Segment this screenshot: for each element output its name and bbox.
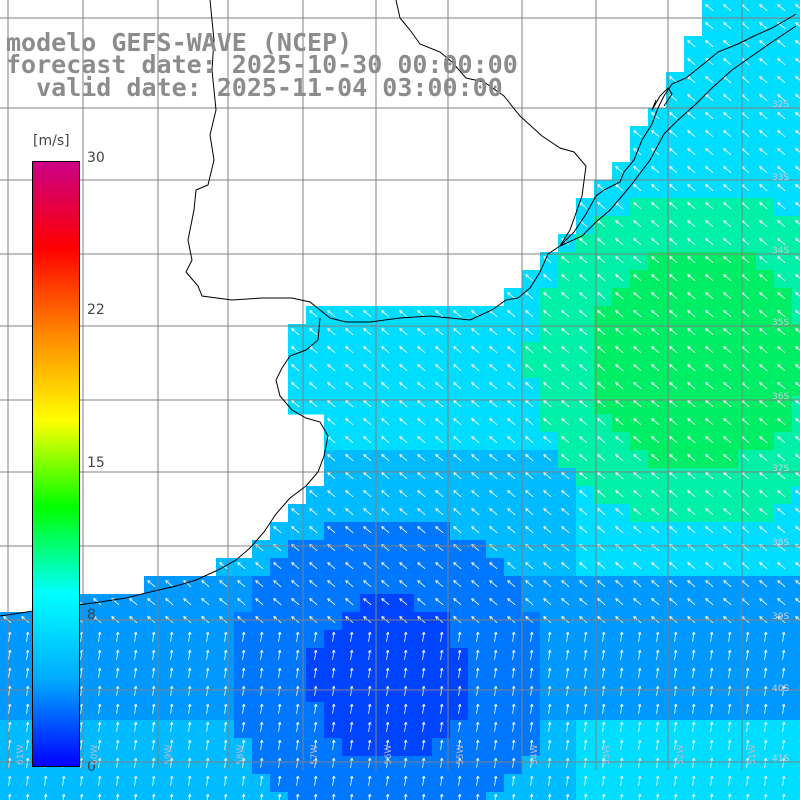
lon-label: 59W	[164, 744, 174, 765]
lat-label: 38S	[772, 538, 790, 548]
lat-lon-grid	[0, 0, 800, 770]
lon-label: 58W	[236, 744, 246, 765]
lat-label: 33S	[772, 173, 790, 183]
wind-arrows	[3, 4, 800, 800]
lat-label: 32S	[772, 100, 790, 110]
lat-label: 35S	[772, 318, 790, 328]
coastline	[185, 0, 797, 323]
colorbar	[32, 161, 80, 767]
lat-label: 40S	[772, 684, 790, 694]
colorbar-tick-22: 22	[87, 302, 105, 318]
lat-label: 36S	[772, 392, 790, 402]
lon-label: 60W	[90, 744, 100, 765]
lon-label: 51W	[748, 744, 758, 765]
lon-label: 56W	[384, 744, 394, 765]
lat-label: 41S	[772, 754, 790, 764]
forecast-date: forecast date: 2025-10-30 00:00:00	[6, 50, 518, 79]
valid-date: valid date: 2025-11-04 03:00:00	[6, 73, 503, 102]
colorbar-tick-15: 15	[87, 455, 105, 471]
lon-label: 55W	[456, 744, 466, 765]
lon-label: 54W	[530, 744, 540, 765]
border-line	[651, 87, 673, 111]
colorbar-tick-8: 8	[87, 607, 96, 623]
colorbar-tick-30: 30	[87, 150, 105, 166]
coastline-south	[0, 317, 329, 617]
model-title: modelo GEFS-WAVE (NCEP)	[6, 28, 353, 57]
lat-label: 37S	[772, 464, 790, 474]
colorbar-unit: [m/s]	[33, 133, 70, 149]
lon-label: 52W	[676, 744, 686, 765]
river-plate-coast	[395, 0, 587, 247]
lat-label: 39S	[772, 612, 790, 622]
coastline-east	[559, 25, 797, 247]
lon-label: 61W	[16, 744, 26, 765]
lon-label: 53W	[602, 744, 612, 765]
lon-label: 57W	[310, 744, 320, 765]
colorbar-tick-0: 0	[87, 759, 96, 775]
lat-label: 34S	[772, 246, 790, 256]
